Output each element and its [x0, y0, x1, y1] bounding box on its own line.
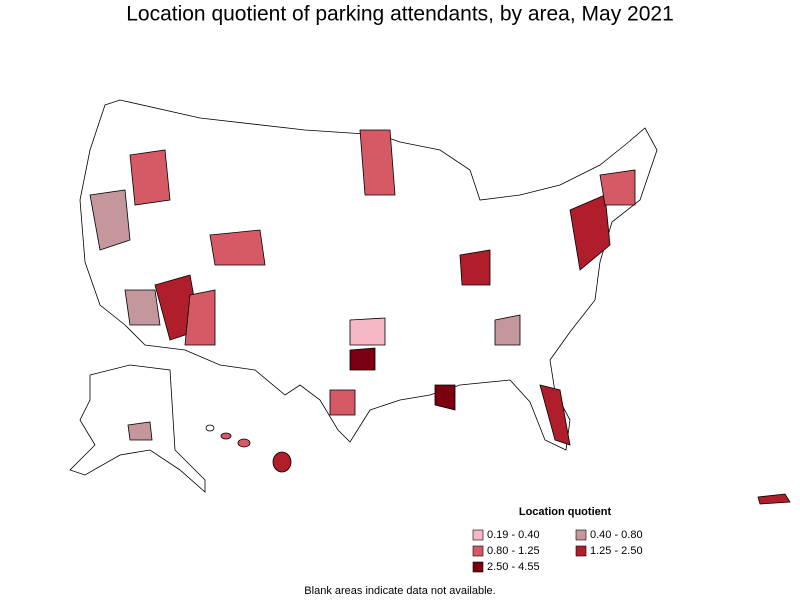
region-patch	[124, 289, 161, 326]
region-patch	[184, 289, 216, 346]
legend-label: 2.50 - 4.55	[487, 561, 540, 573]
region-patch	[349, 347, 376, 371]
footnote: Blank areas indicate data not available.	[304, 585, 495, 597]
hawaii	[272, 451, 292, 473]
hawaii	[237, 438, 251, 448]
legend-swatch	[575, 545, 587, 557]
region-patch	[329, 389, 356, 416]
legend-swatch	[472, 545, 484, 557]
map	[69, 99, 791, 505]
region-patch	[494, 314, 521, 346]
region-patch	[209, 229, 266, 266]
puerto-rico	[757, 493, 791, 505]
region-patch	[459, 249, 491, 286]
region-patch	[599, 169, 636, 206]
hawaii	[205, 424, 215, 432]
region-patch	[434, 384, 456, 411]
region-patch	[569, 194, 611, 271]
region-patch	[349, 317, 386, 346]
legend-label: 0.40 - 0.80	[590, 529, 643, 541]
legend-label: 0.80 - 1.25	[487, 545, 540, 557]
region-patch	[129, 149, 171, 206]
region-patch	[127, 421, 153, 441]
region-patch	[539, 384, 571, 446]
legend-label: 1.25 - 2.50	[590, 545, 643, 557]
region-patch	[359, 129, 396, 196]
legend-label: 0.19 - 0.40	[487, 529, 540, 541]
legend-swatch	[472, 529, 484, 541]
legend: 0.19 - 0.40 0.40 - 0.80 0.80 - 1.25 1.25 - …	[472, 529, 643, 573]
legend-swatch	[472, 561, 484, 573]
legend-title: Location quotient	[519, 506, 612, 518]
map-title: Location quotient of parking attendants,…	[126, 3, 674, 26]
region-patch	[89, 189, 131, 251]
hawaii	[220, 432, 232, 440]
legend-swatch	[575, 529, 587, 541]
